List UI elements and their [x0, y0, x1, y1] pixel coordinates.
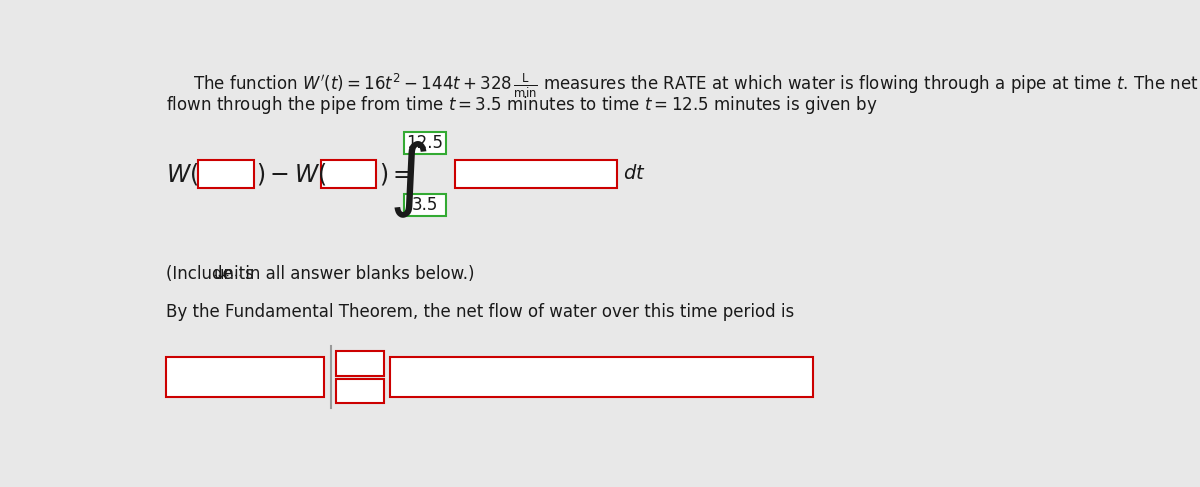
FancyBboxPatch shape [404, 132, 446, 154]
FancyBboxPatch shape [336, 379, 384, 403]
Text: By the Fundamental Theorem, the net flow of water over this time period is: By the Fundamental Theorem, the net flow… [166, 303, 793, 321]
Text: 3.5: 3.5 [412, 196, 438, 214]
FancyBboxPatch shape [198, 160, 254, 188]
Text: units: units [214, 265, 254, 283]
Text: $) - W($: $) - W($ [256, 161, 328, 187]
FancyBboxPatch shape [320, 160, 377, 188]
Text: $dt$: $dt$ [623, 165, 646, 184]
Text: in all answer blanks below.): in all answer blanks below.) [240, 265, 474, 283]
FancyBboxPatch shape [455, 160, 617, 188]
Text: 12.5: 12.5 [407, 134, 444, 152]
FancyBboxPatch shape [336, 351, 384, 375]
Text: $\int$: $\int$ [389, 140, 427, 221]
FancyBboxPatch shape [404, 194, 446, 216]
Text: flown through the pipe from time $t = 3.5$ minutes to time $t = 12.5$ minutes is: flown through the pipe from time $t = 3.… [166, 94, 877, 116]
Text: $W($: $W($ [166, 161, 198, 187]
FancyBboxPatch shape [390, 357, 812, 397]
FancyBboxPatch shape [166, 357, 324, 397]
Text: The function $W'(t) = 16t^2 - 144t + 328\,\frac{\mathrm{L}}{\mathrm{min}}$ measu: The function $W'(t) = 16t^2 - 144t + 328… [193, 72, 1200, 100]
Text: (Include: (Include [166, 265, 238, 283]
Text: $) =$: $) =$ [379, 161, 412, 187]
